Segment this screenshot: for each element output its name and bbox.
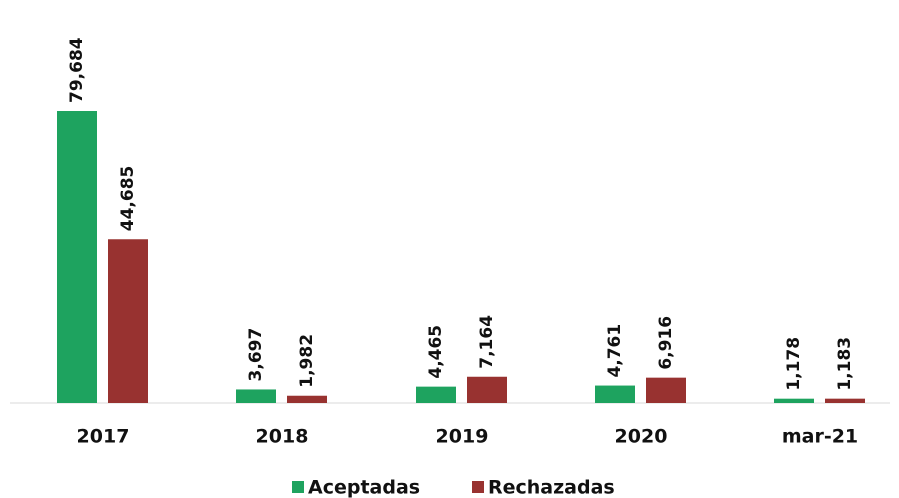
value-label: 7,164 <box>477 315 497 369</box>
value-label: 44,685 <box>118 166 138 232</box>
x-tick-label: 2018 <box>256 426 309 448</box>
bar <box>108 239 148 403</box>
value-label: 79,684 <box>67 37 87 103</box>
bar <box>416 386 456 403</box>
bar <box>287 395 327 403</box>
x-tick-label: 2017 <box>77 426 130 448</box>
legend-label: Rechazadas <box>488 477 615 498</box>
x-tick-label: 2020 <box>615 426 668 448</box>
value-label: 1,178 <box>784 337 804 391</box>
value-label: 3,697 <box>246 328 266 382</box>
bar <box>467 376 507 403</box>
value-label: 1,183 <box>835 337 855 391</box>
bar <box>57 111 97 403</box>
legend-swatch <box>292 481 304 493</box>
legend-swatch <box>472 481 484 493</box>
value-label: 4,761 <box>605 324 625 378</box>
bar <box>236 389 276 403</box>
legend-label: Aceptadas <box>308 477 420 498</box>
value-label: 6,916 <box>656 316 676 370</box>
bar <box>646 377 686 403</box>
x-tick-label: mar-21 <box>782 426 858 448</box>
value-label: 4,465 <box>426 325 446 379</box>
bar <box>825 398 865 403</box>
value-label: 1,982 <box>297 334 317 388</box>
x-tick-label: 2019 <box>436 426 489 448</box>
bar <box>774 398 814 403</box>
bar <box>595 385 635 403</box>
